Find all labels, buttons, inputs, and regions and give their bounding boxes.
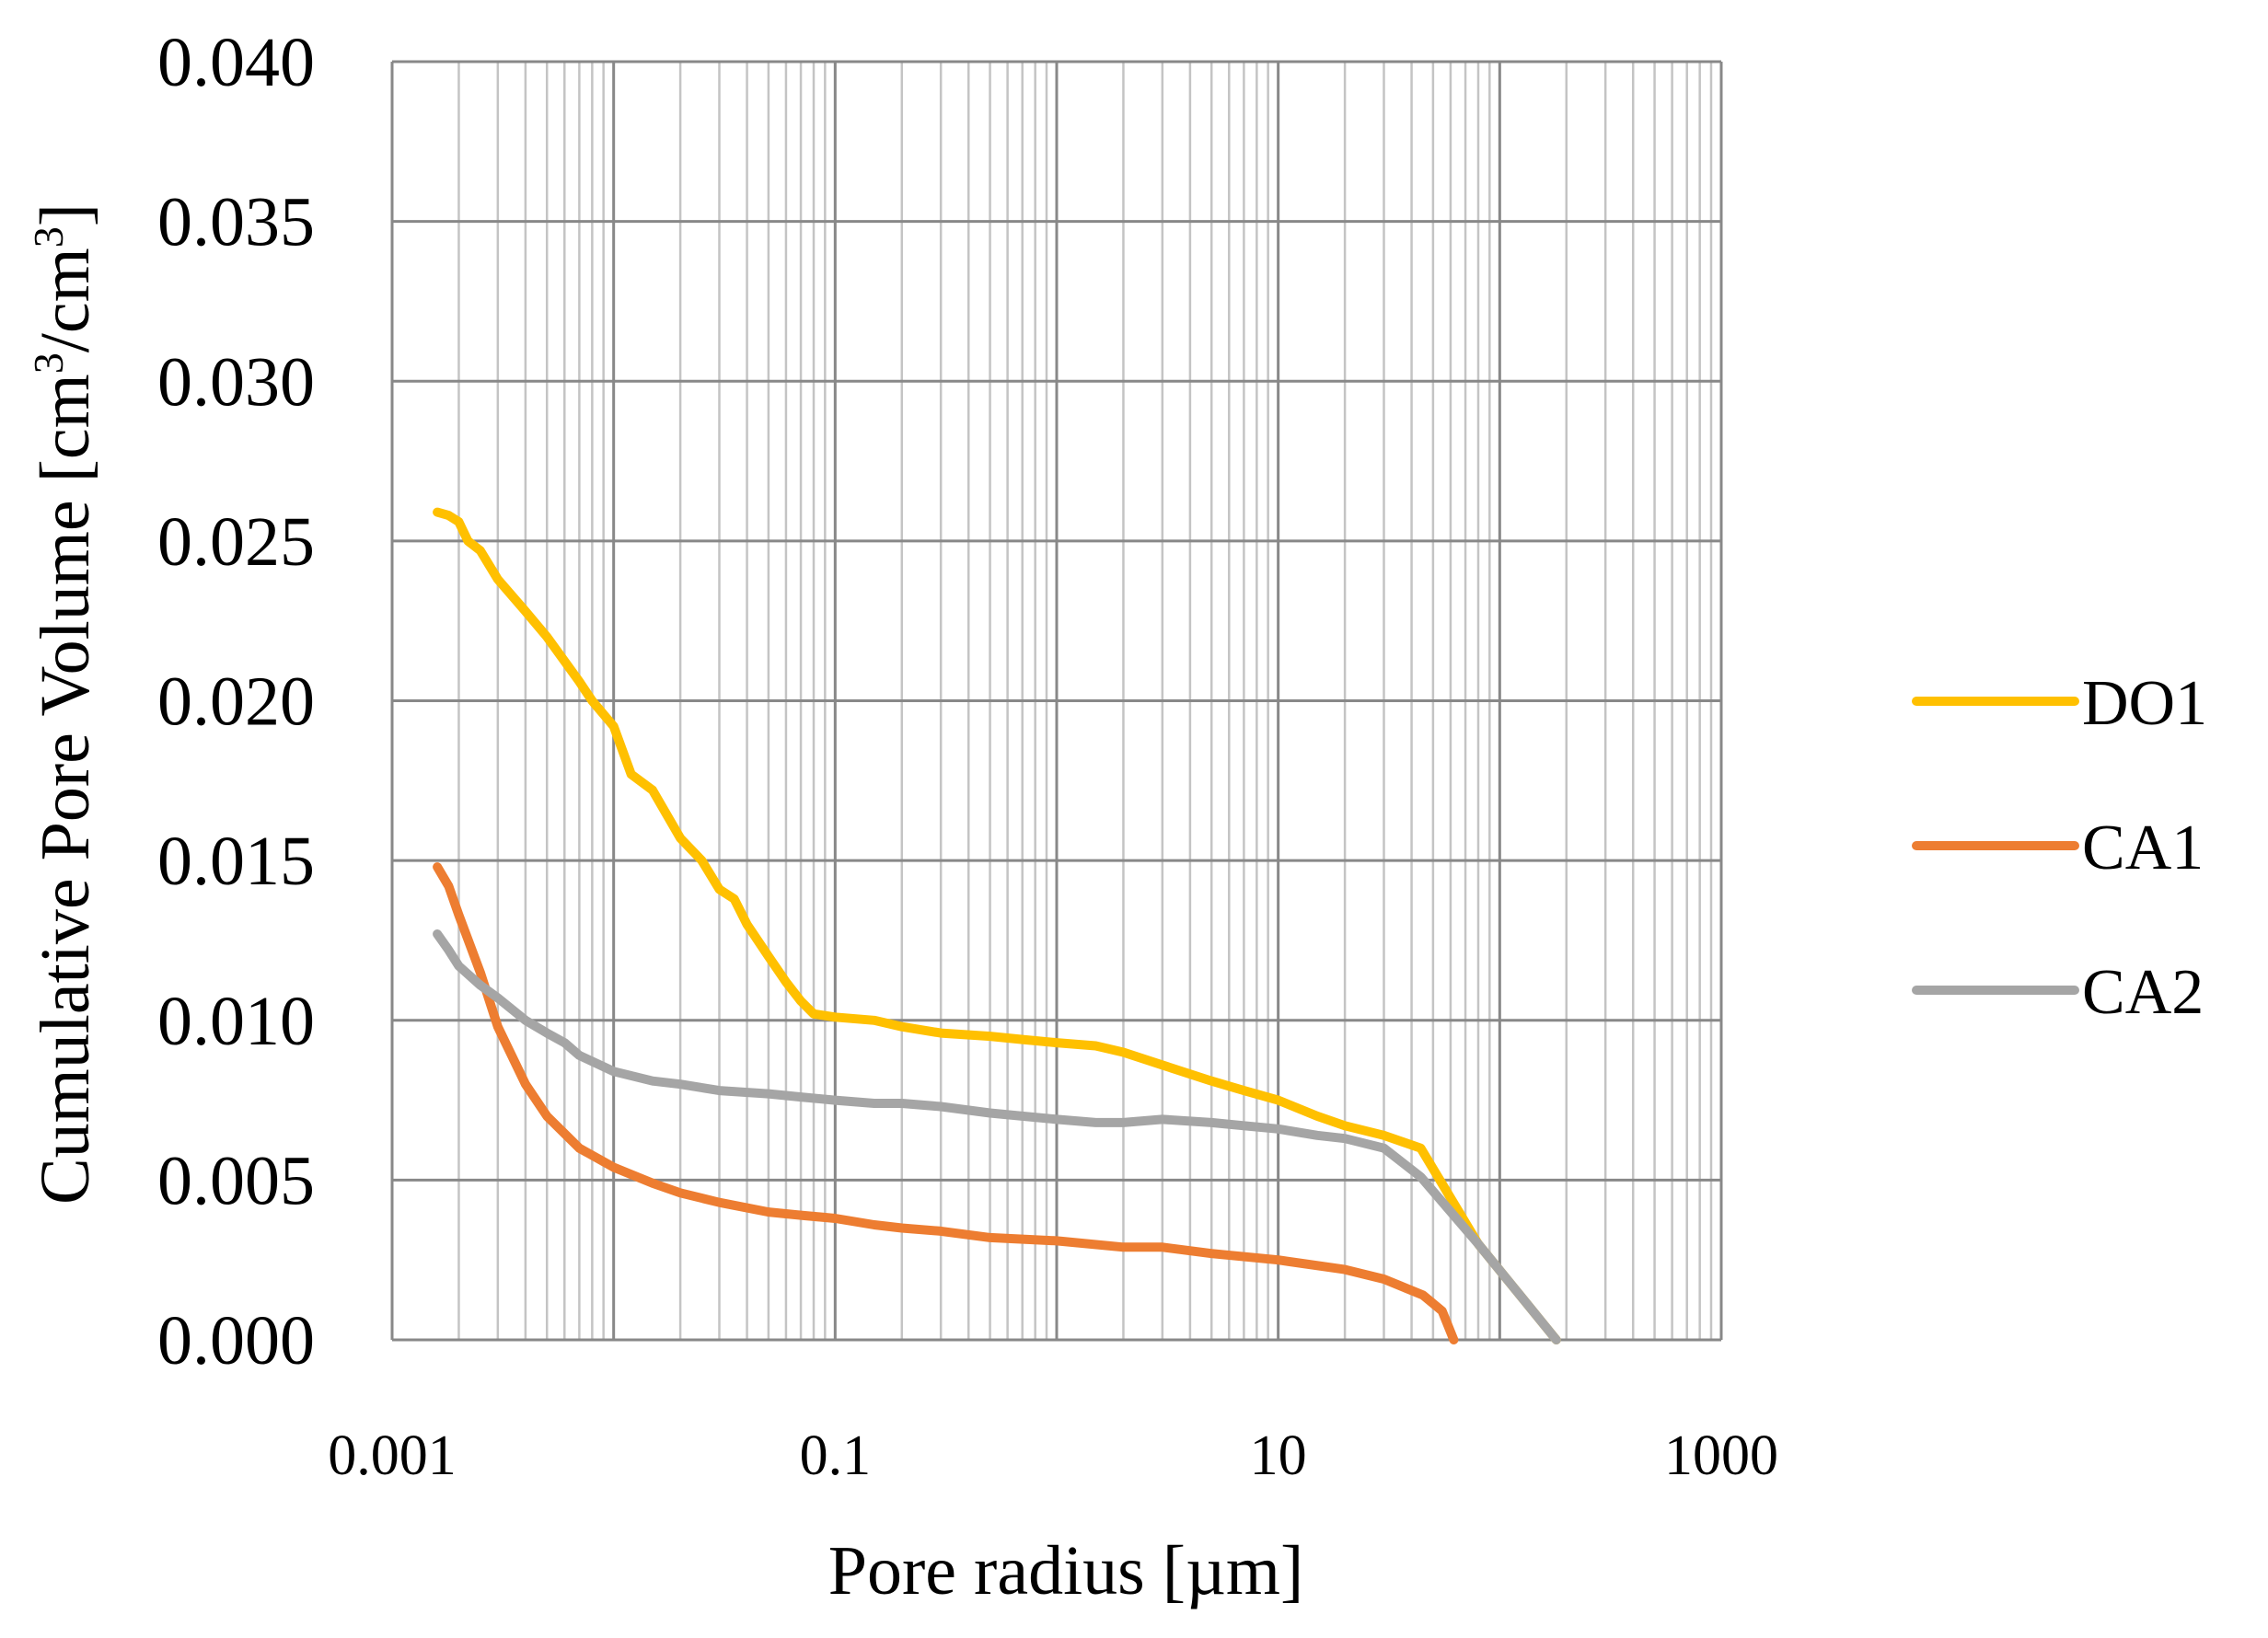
y-axis-title-main: Cumulative Pore Volume [cm	[27, 374, 104, 1205]
x-axis-title: Pore radius [µm]	[828, 1532, 1304, 1609]
y-axis-title-sup-1: 3	[25, 352, 72, 374]
y-tick-label: 0.035	[157, 184, 315, 261]
x-tick-label: 10	[1250, 1425, 1307, 1487]
x-tick-label: 0.001	[328, 1425, 457, 1487]
series-line-ca2	[433, 929, 1561, 1344]
y-tick-label: 0.040	[157, 24, 315, 101]
legend-label-do1: DO1	[2082, 668, 2207, 739]
y-tick-label: 0.010	[157, 983, 315, 1060]
x-tick-label: 0.1	[800, 1425, 872, 1487]
legend: DO1 CA1 CA2	[1912, 668, 2207, 1028]
series-line-ca1	[433, 862, 1459, 1344]
y-tick-label: 0.030	[157, 343, 315, 421]
x-axis-tick-labels: 0.001 0.1 10 1000	[328, 1425, 1778, 1487]
y-axis-title-end: ]	[27, 203, 104, 226]
major-gridlines	[390, 60, 1723, 1342]
y-tick-label: 0.000	[157, 1302, 315, 1379]
series-line-do1	[433, 507, 1561, 1344]
legend-label-ca1: CA1	[2082, 813, 2204, 883]
y-tick-label: 0.005	[157, 1142, 315, 1219]
y-tick-label: 0.025	[157, 503, 315, 581]
x-tick-label: 1000	[1664, 1425, 1778, 1487]
y-tick-label: 0.020	[157, 663, 315, 741]
legend-label-ca2: CA2	[2082, 957, 2204, 1028]
y-axis-tick-labels: 0.000 0.005 0.010 0.015 0.020 0.025 0.030 0.035…	[157, 24, 315, 1379]
series-lines	[433, 507, 1561, 1344]
y-axis-title-mid: /cm	[27, 248, 104, 352]
y-axis-title-sup-2: 3	[25, 226, 72, 248]
y-axis-title: Cumulative Pore Volume [cm3/cm3]	[25, 203, 104, 1205]
y-tick-label: 0.015	[157, 823, 315, 900]
